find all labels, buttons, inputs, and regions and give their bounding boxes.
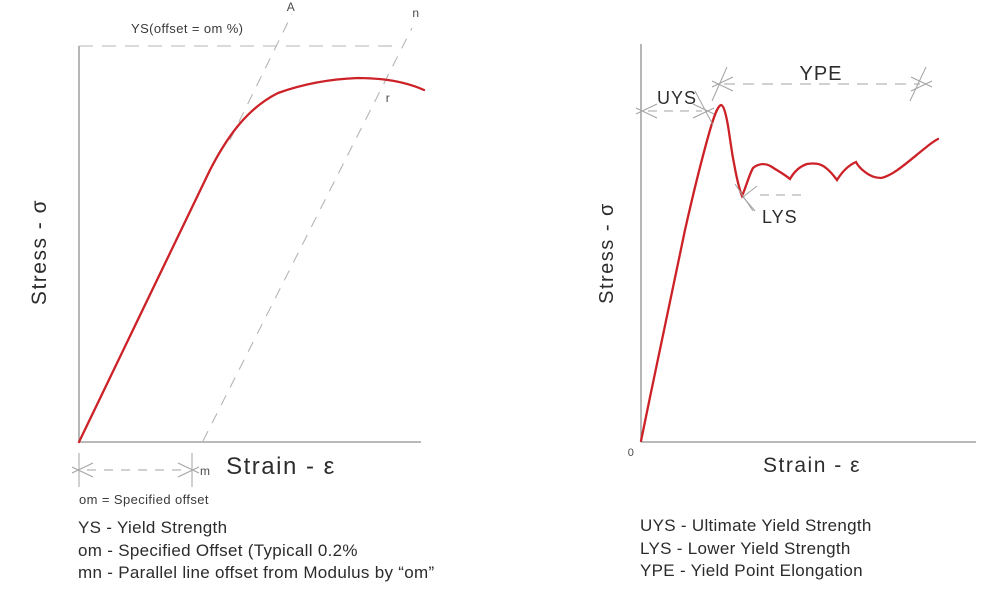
ype-ext-tick-left: [711, 66, 728, 102]
uys-dimension: [635, 90, 715, 126]
point-m-label: m: [200, 464, 211, 478]
uys-arrow-left-icon: [635, 103, 658, 119]
right-stress-strain-curve: [639, 103, 940, 443]
uys-ext-tick: [694, 90, 714, 126]
left-x-axis-label: Strain - ε: [226, 453, 336, 480]
point-a-label: A: [287, 0, 296, 14]
right-y-axis-label: Stress - σ: [596, 202, 618, 304]
legend-line-mn: mn - Parallel line offset from Modulus b…: [78, 563, 435, 582]
legend-line-ype: YPE - Yield Point Elongation: [640, 561, 863, 580]
yield-point-chart: UYS YPE LYS 0 Strain - ε Stress - σ: [596, 44, 976, 477]
offset-note-label: om = Specified offset: [79, 492, 209, 507]
offset-line-n: [202, 27, 413, 442]
right-legend: UYS - Ultimate Yield Strength LYS - Lowe…: [640, 515, 872, 583]
lys-pointer: [734, 183, 803, 212]
ype-label: YPE: [799, 63, 842, 85]
left-legend: YS - Yield Strength om - Specified Offse…: [78, 517, 434, 585]
offset-yield-chart: YS(offset = om %) A n r m om = Specified…: [28, 0, 426, 507]
ype-dimension: [711, 66, 933, 102]
left-stress-strain-curve: [77, 76, 426, 444]
modulus-line-a: [229, 13, 293, 141]
ype-arrow-right-icon: [910, 76, 933, 92]
legend-line-ys: YS - Yield Strength: [78, 518, 228, 537]
left-y-axis-label: Stress - σ: [28, 199, 51, 305]
ys-offset-label: YS(offset = om %): [131, 21, 243, 36]
point-r-label: r: [386, 91, 391, 105]
legend-line-uys: UYS - Ultimate Yield Strength: [640, 516, 872, 535]
om-offset-dimension: [71, 453, 200, 487]
right-x-axis-label: Strain - ε: [763, 454, 861, 477]
point-n-label: n: [412, 6, 419, 20]
lys-ext-tick: [734, 183, 754, 212]
ype-arrow-left-icon: [711, 76, 734, 92]
uys-arrow-right-icon: [692, 103, 715, 119]
lys-label: LYS: [762, 207, 798, 227]
legend-line-lys: LYS - Lower Yield Strength: [640, 538, 851, 558]
ype-ext-tick-right: [909, 66, 927, 102]
legend-line-om: om - Specified Offset (Typicall 0.2%: [78, 540, 358, 560]
om-arrow-left-icon: [71, 462, 94, 478]
uys-label: UYS: [657, 88, 697, 108]
om-arrow-right-icon: [177, 462, 200, 478]
origin-label: 0: [628, 447, 635, 459]
